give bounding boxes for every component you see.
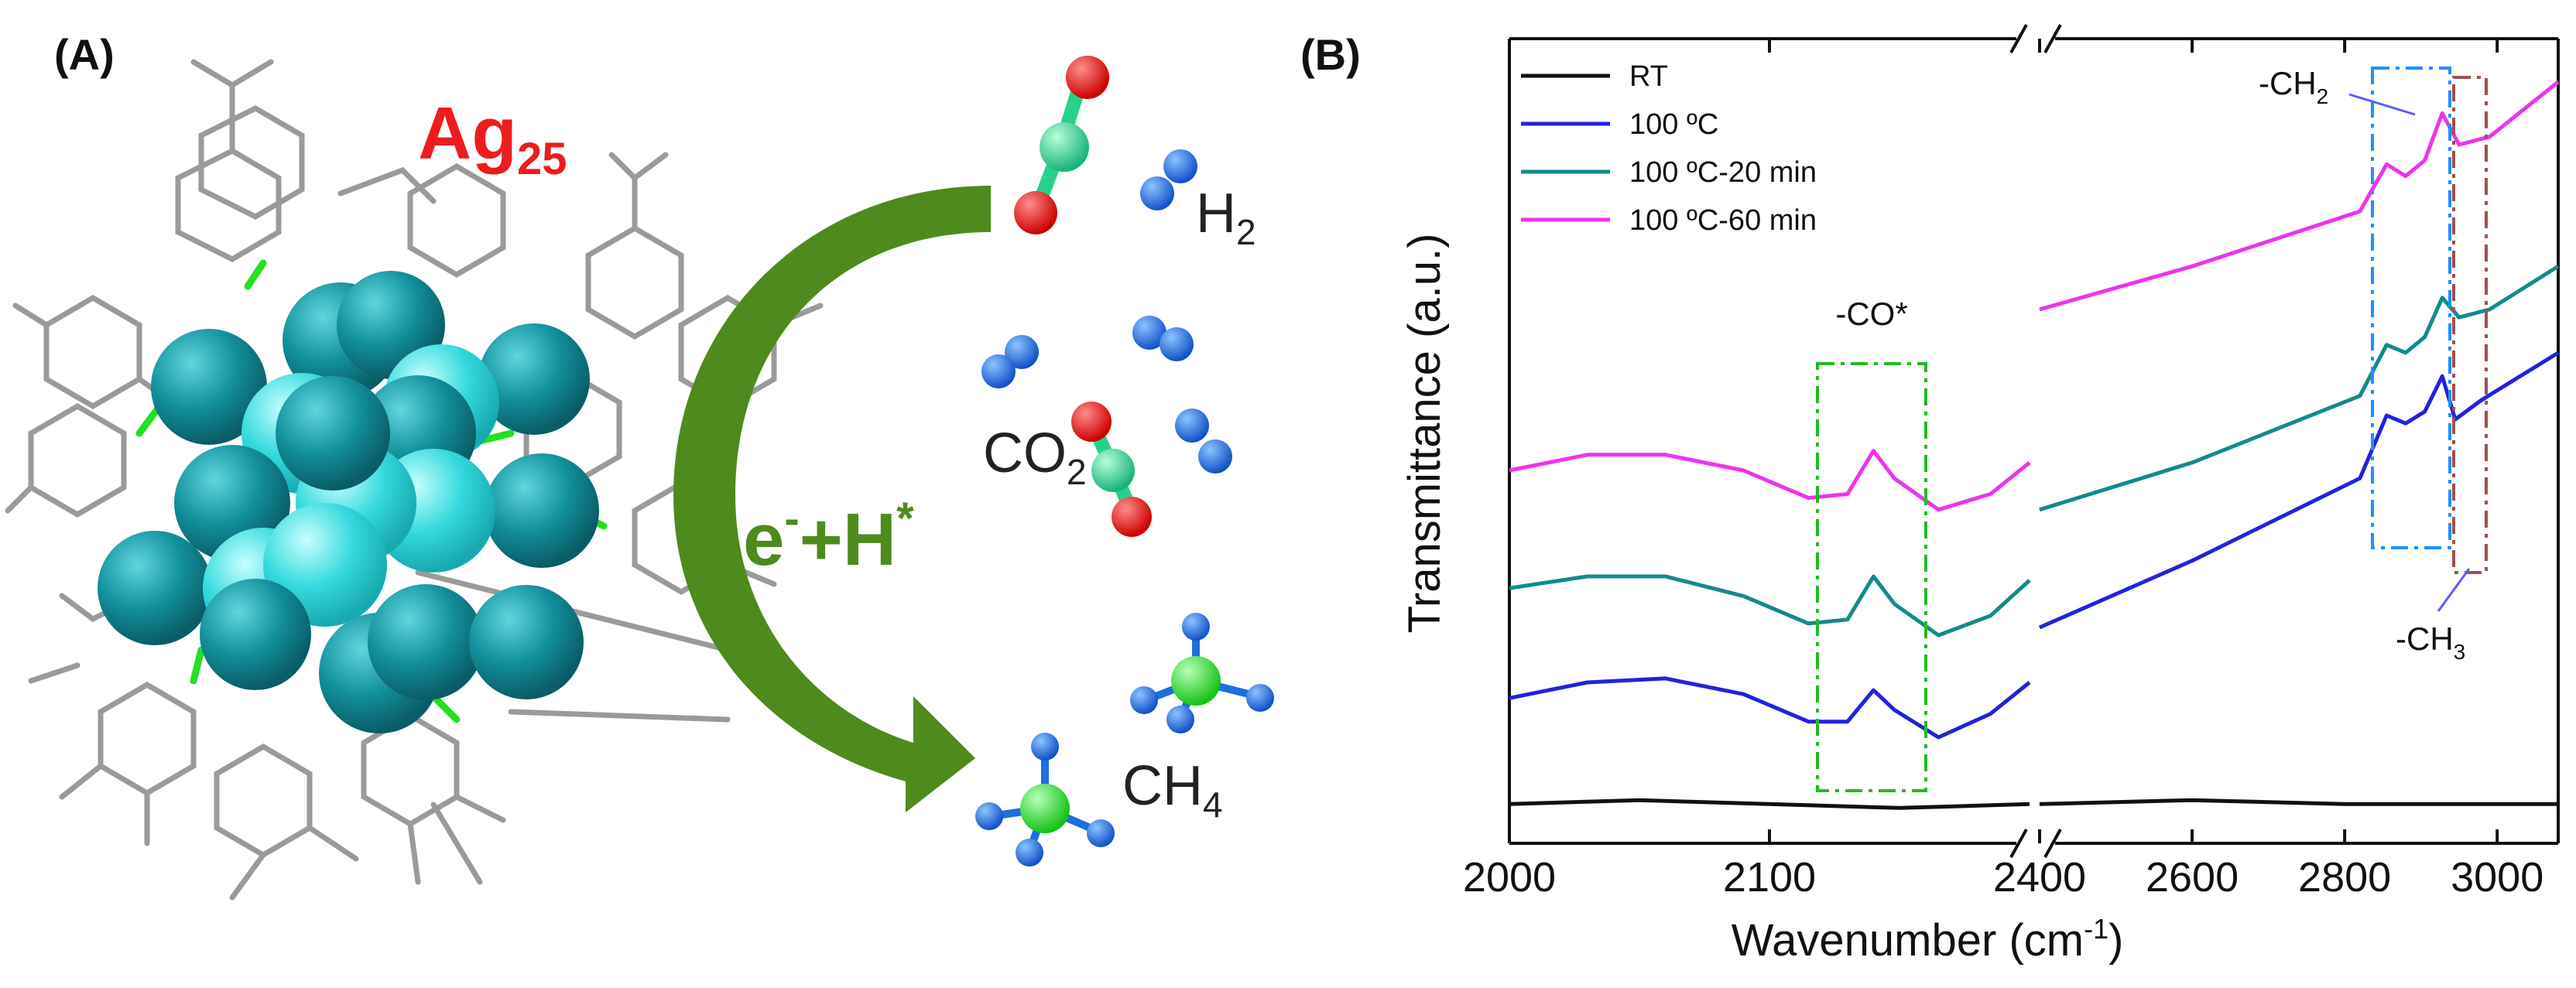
legend-label-100c-20min: 100 ºC-20 min: [1629, 156, 1817, 189]
x-tick-label: 2000: [1463, 854, 1556, 901]
axis-break-mark: [2043, 24, 2062, 53]
co2-molecule-top: [1014, 56, 1109, 234]
series-line-1-left: [1509, 676, 2031, 740]
ch2-pointer: [2348, 93, 2416, 116]
ligand-wireframe: [5, 59, 824, 901]
x-tick-label: 2800: [2298, 854, 2391, 901]
h2-molecule-3: [1132, 316, 1194, 361]
electron-proton-label: e-+H*: [743, 494, 914, 581]
legend-label-rt: RT: [1629, 60, 1668, 93]
h2-molecule-1: [1140, 149, 1197, 210]
x-tick-label: 2100: [1723, 854, 1816, 901]
ch3-annotation: -CH3: [2396, 620, 2465, 664]
series-line-0-right: [2039, 798, 2558, 806]
ag-atoms: [98, 271, 599, 733]
reaction-arrow: [673, 186, 991, 812]
x-tick-label: 2600: [2146, 854, 2239, 901]
ch2-annotation: -CH2: [2259, 65, 2328, 108]
legend: RT 100 ºC 100 ºC-20 min 100 ºC-60 min: [1521, 60, 1817, 237]
x-tick-label: 3000: [2451, 854, 2543, 901]
co2-label: CO2: [983, 422, 1087, 492]
y-axis-label: Transmittance (a.u.): [1399, 234, 1450, 634]
x-axis-label: Wavenumber (cm-1): [1732, 913, 2124, 966]
series-line-2-right: [2039, 265, 2560, 512]
series-line-0-left: [1509, 798, 2030, 810]
series-line-3-left: [1509, 449, 2031, 512]
axis-break-mark: [2009, 829, 2028, 858]
ch4-molecule-2: [975, 733, 1115, 867]
ag25-cluster-illustration: [5, 59, 824, 901]
h2-molecule-2: [981, 335, 1039, 388]
axis-break-mark: [2009, 24, 2028, 53]
annotations: -CO* -CH2 -CH3: [1816, 65, 2488, 792]
co-annotation: -CO*: [1835, 296, 1907, 332]
ch3-pointer: [2437, 568, 2471, 612]
legend-label-100c-60min: 100 ºC-60 min: [1629, 204, 1817, 237]
series-line-1-right: [2038, 350, 2560, 630]
x-tick-label: 2400: [1993, 854, 2086, 901]
ftir-chart: 2000 2100 2400 2600 2800 3000: [1463, 24, 2560, 901]
ch4-molecule-1: [1130, 613, 1274, 733]
panel-b-label: (B): [1300, 30, 1361, 79]
legend-label-100c: 100 ºC: [1629, 108, 1718, 141]
series-line-2-left: [1509, 574, 2031, 638]
ch3-peak-box: [2452, 76, 2488, 574]
axis-break-mark: [2043, 829, 2062, 858]
series-line-3-right: [2039, 80, 2560, 312]
co2-molecule-mid: [1071, 402, 1152, 537]
co-peak-box: [1816, 362, 1927, 792]
panel-a-label: (A): [54, 30, 115, 79]
ch4-label: CH4: [1122, 755, 1223, 825]
h2-molecule-4: [1175, 409, 1232, 473]
ag25-label: Ag25: [418, 92, 567, 184]
ch2-peak-box: [2371, 67, 2451, 549]
h2-label: H2: [1196, 183, 1256, 252]
